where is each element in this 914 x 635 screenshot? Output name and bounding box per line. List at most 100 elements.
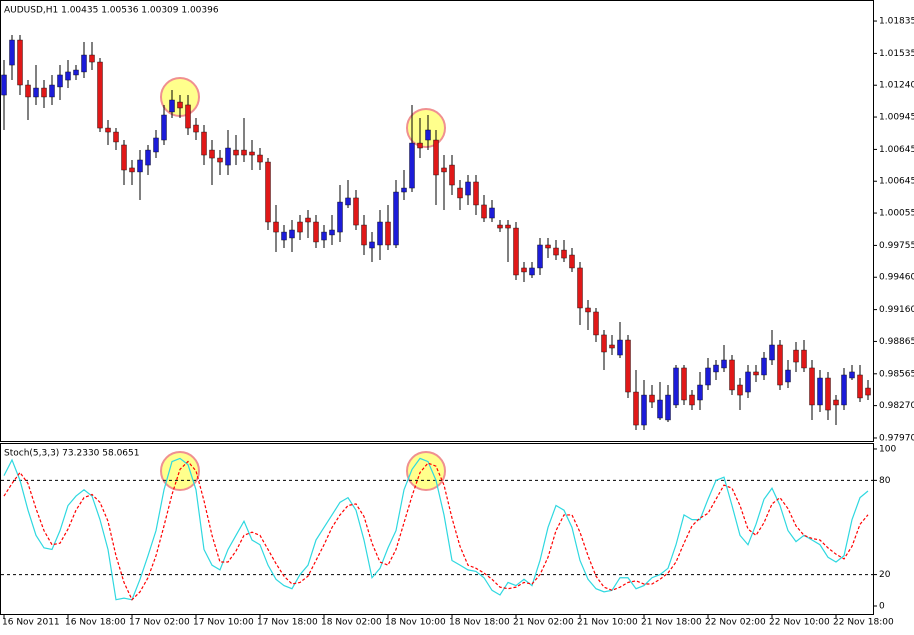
candle-body bbox=[65, 71, 71, 81]
candle-body bbox=[809, 367, 815, 406]
candle-body bbox=[233, 149, 239, 156]
candle-body bbox=[721, 359, 727, 369]
candle-body bbox=[393, 191, 399, 246]
price-panel bbox=[0, 0, 874, 442]
candle-body bbox=[817, 377, 823, 406]
candle-body bbox=[801, 349, 807, 369]
candle-body bbox=[857, 374, 863, 399]
y-tick-label: 100 bbox=[879, 444, 896, 454]
candle-body bbox=[153, 137, 159, 153]
candle-body bbox=[329, 229, 335, 236]
candle-body bbox=[281, 231, 287, 241]
candle-body bbox=[449, 164, 455, 186]
candle-body bbox=[529, 267, 535, 276]
candle-body bbox=[569, 254, 575, 269]
candle-body bbox=[25, 84, 31, 98]
candle-body bbox=[33, 87, 39, 98]
candle-body bbox=[241, 149, 247, 156]
y-tick-label: 1.01535 bbox=[879, 49, 914, 59]
candle-body bbox=[289, 229, 295, 239]
x-tick-label: 22 Nov 18:00 bbox=[833, 618, 894, 628]
x-tick-label: 18 Nov 10:00 bbox=[385, 618, 446, 628]
candle-body bbox=[633, 391, 639, 426]
candle-body bbox=[377, 221, 383, 246]
candle-body bbox=[401, 187, 407, 193]
candle-body bbox=[833, 399, 839, 406]
candle-body bbox=[81, 54, 87, 73]
candle-body bbox=[89, 54, 95, 63]
y-tick-label: 0.98270 bbox=[879, 401, 914, 411]
candle-body bbox=[849, 371, 855, 379]
candle-body bbox=[753, 371, 759, 376]
stoch-line bbox=[3, 460, 869, 601]
candle-body bbox=[865, 387, 871, 396]
candle-body bbox=[681, 367, 687, 401]
candle-body bbox=[617, 339, 623, 356]
candle-body bbox=[17, 39, 23, 86]
candle-body bbox=[249, 151, 255, 156]
candle-body bbox=[49, 84, 55, 98]
candle-body bbox=[521, 267, 527, 273]
candle-body bbox=[353, 197, 359, 226]
candle-body bbox=[593, 311, 599, 336]
candle-body bbox=[337, 201, 343, 233]
candle-body bbox=[713, 364, 719, 373]
candle-body bbox=[41, 87, 47, 98]
candle-body bbox=[705, 367, 711, 386]
candle-body bbox=[545, 244, 551, 249]
candle-body bbox=[697, 384, 703, 401]
x-tick-label: 18 Nov 02:00 bbox=[321, 618, 382, 628]
candle-body bbox=[193, 124, 199, 133]
candle-body bbox=[121, 144, 127, 171]
x-tick-label: 16 Nov 18:00 bbox=[65, 618, 126, 628]
y-tick-label: 0.98865 bbox=[879, 337, 914, 347]
candle-body bbox=[209, 149, 215, 159]
candle-body bbox=[313, 221, 319, 243]
y-tick-label: 0.98565 bbox=[879, 369, 914, 379]
candle-body bbox=[785, 369, 791, 383]
candle-body bbox=[113, 131, 119, 143]
candle-body bbox=[297, 221, 303, 233]
x-tick-label: 17 Nov 18:00 bbox=[257, 618, 318, 628]
y-tick-label: 1.00945 bbox=[879, 113, 914, 123]
y-tick-label: 80 bbox=[879, 476, 891, 486]
candle-body bbox=[673, 367, 679, 406]
candle-body bbox=[841, 374, 847, 406]
candle-body bbox=[441, 167, 447, 173]
stoch-title: Stoch(5,3,3) 73.2330 58.0651 bbox=[4, 449, 139, 459]
candle-body bbox=[105, 127, 111, 133]
candle-body bbox=[425, 129, 431, 141]
x-tick-label: 18 Nov 18:00 bbox=[449, 618, 510, 628]
candle-body bbox=[9, 39, 15, 66]
candle-body bbox=[409, 142, 415, 189]
candle-body bbox=[601, 334, 607, 353]
candle-body bbox=[465, 181, 471, 196]
candle-body bbox=[305, 217, 311, 223]
candle-body bbox=[769, 344, 775, 361]
candle-body bbox=[505, 224, 511, 229]
y-tick-label: 0.97970 bbox=[879, 433, 914, 443]
candle-body bbox=[745, 371, 751, 393]
x-tick-label: 21 Nov 18:00 bbox=[641, 618, 702, 628]
candle-body bbox=[169, 99, 175, 113]
candle-body bbox=[553, 247, 559, 256]
candle-body bbox=[369, 241, 375, 249]
candle-body bbox=[385, 221, 391, 246]
price-title: AUDUSD,H1 1.00435 1.00536 1.00309 1.0039… bbox=[4, 6, 219, 16]
candle-body bbox=[777, 344, 783, 386]
candle-body bbox=[257, 154, 263, 163]
candle-body bbox=[761, 357, 767, 376]
candle-body bbox=[825, 377, 831, 411]
x-tick-label: 17 Nov 10:00 bbox=[193, 618, 254, 628]
candle-body bbox=[561, 249, 567, 259]
candle-body bbox=[97, 61, 103, 129]
candle-body bbox=[161, 114, 167, 141]
candle-body bbox=[433, 139, 439, 176]
candle-body bbox=[665, 394, 671, 421]
candle-body bbox=[537, 244, 543, 269]
candle-body bbox=[265, 161, 271, 223]
candle-body bbox=[497, 224, 503, 229]
y-tick-label: 20 bbox=[879, 570, 891, 580]
candle-body bbox=[273, 221, 279, 233]
